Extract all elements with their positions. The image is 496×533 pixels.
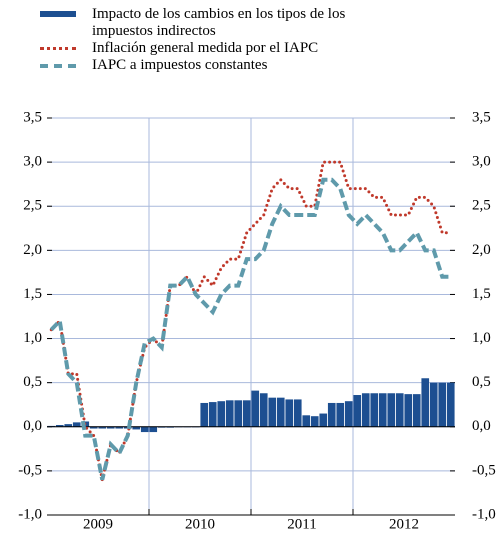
- bar: [106, 426, 115, 429]
- bar: [327, 402, 336, 427]
- x-tick-label: 2010: [185, 516, 215, 532]
- bar: [217, 401, 226, 427]
- bar: [251, 390, 260, 427]
- y-tick-label: 0,0: [23, 418, 42, 434]
- bar: [242, 400, 251, 427]
- bar: [344, 401, 353, 427]
- bar: [429, 382, 438, 427]
- bar: [361, 393, 370, 427]
- bar: [421, 378, 430, 427]
- bar: [404, 394, 413, 427]
- bar: [395, 393, 404, 427]
- y2-tick-label: -0,5: [472, 462, 496, 478]
- y-tick-label: 3,5: [23, 109, 42, 125]
- x-tick-label: 2012: [389, 516, 419, 532]
- bar: [64, 424, 73, 427]
- bar: [353, 395, 362, 427]
- bar: [319, 413, 328, 427]
- bar: [370, 393, 379, 427]
- bar: [132, 426, 141, 430]
- legend-swatch: [40, 57, 76, 74]
- bar: [200, 402, 209, 427]
- bar: [140, 426, 149, 433]
- bar: [98, 426, 107, 429]
- legend-label: Impacto de los cambios en los tipos de l…: [92, 6, 346, 39]
- legend-item: IAPC a impuestos constantes: [40, 57, 370, 74]
- y2-tick-label: 3,5: [472, 109, 491, 125]
- bar: [293, 399, 302, 427]
- y2-tick-label: 2,5: [472, 198, 491, 214]
- bar: [446, 382, 455, 427]
- bar: [268, 397, 277, 427]
- legend-item: Impacto de los cambios en los tipos de l…: [40, 6, 370, 40]
- bar: [149, 426, 158, 433]
- y2-tick-label: -1,0: [472, 506, 496, 522]
- legend-swatch: [40, 6, 76, 23]
- legend-label: Inflación general medida por el IAPC: [92, 40, 319, 56]
- bar: [378, 393, 387, 427]
- line: [49, 160, 453, 481]
- y2-tick-label: 0,5: [472, 374, 491, 390]
- bar: [89, 426, 98, 429]
- y-tick-label: 2,5: [23, 198, 42, 214]
- y2-tick-label: 3,0: [472, 154, 491, 170]
- bar: [387, 393, 396, 427]
- bar: [208, 402, 217, 427]
- y-tick-label: 1,0: [23, 330, 42, 346]
- legend-label: IAPC a impuestos constantes: [92, 57, 268, 73]
- y-tick-label: -1,0: [18, 506, 42, 522]
- bar: [72, 422, 81, 427]
- bar: [259, 393, 268, 427]
- x-tick-label: 2011: [287, 516, 316, 532]
- bar: [276, 397, 285, 427]
- bar: [225, 400, 234, 427]
- y-tick-label: 1,5: [23, 286, 42, 302]
- line: [49, 177, 451, 481]
- x-tick-label: 2009: [83, 516, 113, 532]
- y2-tick-label: 2,0: [472, 242, 491, 258]
- bar: [234, 400, 243, 427]
- legend-swatch: [40, 40, 76, 57]
- bar: [336, 402, 345, 427]
- y-tick-label: 2,0: [23, 242, 42, 258]
- y-tick-label: -0,5: [18, 462, 42, 478]
- legend: Impacto de los cambios en los tipos de l…: [40, 6, 370, 74]
- bar: [285, 399, 294, 427]
- y-tick-label: 3,0: [23, 154, 42, 170]
- bar: [115, 426, 124, 429]
- bar: [310, 416, 319, 427]
- y2-tick-label: 1,5: [472, 286, 491, 302]
- bar: [438, 382, 447, 427]
- bar: [302, 415, 311, 427]
- y2-tick-label: 0,0: [472, 418, 491, 434]
- y-tick-label: 0,5: [23, 374, 42, 390]
- legend-item: Inflación general medida por el IAPC: [40, 40, 370, 57]
- bar: [412, 394, 421, 427]
- bar: [55, 425, 64, 427]
- y2-tick-label: 1,0: [472, 330, 491, 346]
